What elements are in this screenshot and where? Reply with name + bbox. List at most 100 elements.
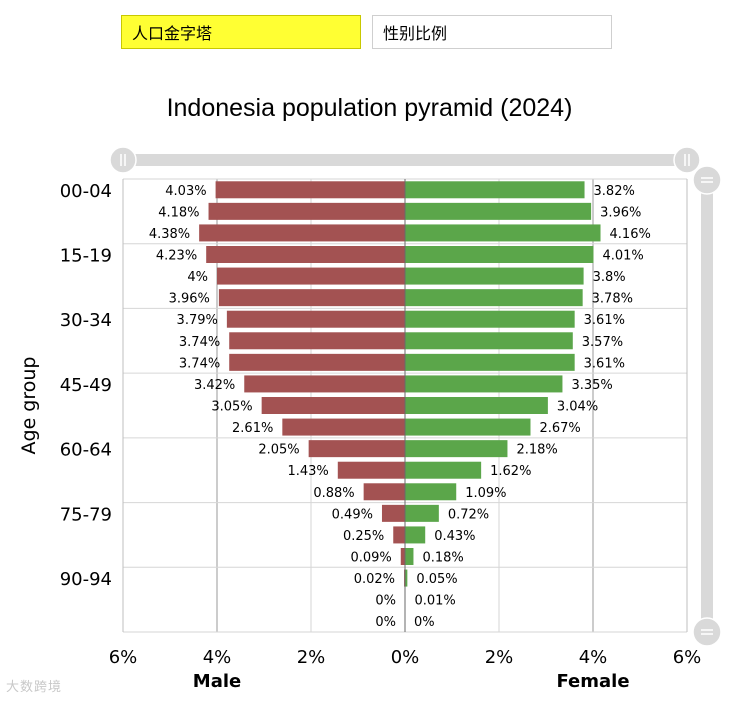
female-data-label: 0.05% <box>416 572 457 587</box>
female-bar <box>405 440 508 458</box>
x-tick-label: 4% <box>579 647 608 668</box>
female-data-label: 2.67% <box>539 421 580 436</box>
female-data-label: 1.62% <box>490 464 531 479</box>
male-bar <box>381 504 405 522</box>
male-data-label: 4.23% <box>156 249 197 264</box>
y-tick-label: 75-79 <box>60 504 112 525</box>
female-bar <box>405 375 563 393</box>
female-data-label: 4.16% <box>610 227 651 242</box>
tab-sex-ratio[interactable]: 性别比例 <box>372 15 612 49</box>
male-bar <box>261 397 405 414</box>
male-bar <box>337 461 405 479</box>
male-data-label: 2.05% <box>258 443 299 458</box>
female-bar <box>405 569 408 587</box>
y-axis-title: Age group <box>18 357 40 455</box>
chart-title: Indonesia population pyramid (2024) <box>166 94 573 122</box>
x-group-label-male: Male <box>193 671 241 692</box>
chart-bars <box>199 181 601 609</box>
tab-population-pyramid[interactable]: 人口金字塔 <box>121 15 361 49</box>
female-data-label: 4.01% <box>602 249 643 264</box>
female-data-label: 3.61% <box>584 313 625 328</box>
female-data-label: 3.57% <box>582 335 623 350</box>
female-data-label: 3.35% <box>571 378 612 393</box>
male-data-label: 3.05% <box>211 400 252 415</box>
male-data-label: 4.38% <box>149 227 190 242</box>
female-data-label: 3.04% <box>557 400 598 415</box>
female-bar <box>405 353 575 371</box>
male-bar <box>244 375 405 393</box>
female-bar <box>405 267 584 285</box>
female-bar <box>405 202 592 220</box>
male-data-label: 0.25% <box>343 529 384 544</box>
male-bar <box>282 418 405 436</box>
chart-data-labels: 4.03% 3.82% 4.18% 3.96% 4.38% 4.16% 4.23% 4.01%… <box>149 184 651 630</box>
female-bar <box>405 397 548 414</box>
male-data-label: 2.61% <box>232 421 273 436</box>
y-tick-label: 45-49 <box>60 375 112 396</box>
female-bar <box>405 310 575 328</box>
male-bar <box>363 483 405 501</box>
female-bar <box>405 181 585 199</box>
male-bar <box>393 526 405 544</box>
horizontal-slider-track <box>116 154 694 166</box>
x-group-label-female: Female <box>556 671 629 692</box>
y-tick-label: 15-19 <box>60 246 112 267</box>
female-bar <box>405 526 426 544</box>
female-data-label: 2.18% <box>516 443 557 458</box>
male-bar <box>208 202 405 220</box>
female-data-label: 3.78% <box>592 292 633 307</box>
male-bar <box>215 181 405 199</box>
horizontal-zoom-slider[interactable] <box>109 146 701 174</box>
male-bar <box>217 267 405 285</box>
female-data-label: 3.82% <box>594 184 635 199</box>
female-bar <box>405 224 601 242</box>
slider-left-handle <box>109 146 137 174</box>
female-data-label: 0% <box>414 615 435 630</box>
slider-right-handle <box>673 146 701 174</box>
male-data-label: 4% <box>187 270 208 285</box>
male-bar <box>199 224 405 242</box>
female-bar <box>405 332 573 350</box>
male-data-label: 0.88% <box>313 486 354 501</box>
male-data-label: 3.79% <box>177 313 218 328</box>
x-tick-label: 2% <box>485 647 514 668</box>
male-bar <box>400 548 405 565</box>
male-data-label: 3.74% <box>179 356 220 371</box>
slider-bottom-handle <box>692 617 722 647</box>
male-data-label: 0% <box>375 594 396 609</box>
slider-top-handle <box>692 165 722 195</box>
x-tick-label: 6% <box>109 647 138 668</box>
female-data-label: 0.43% <box>434 529 475 544</box>
female-data-label: 0.01% <box>414 594 455 609</box>
male-bar <box>229 332 405 350</box>
chart-axes: 00-04 15-19 30-34 45-49 60-64 75-79 90-94 Age g… <box>18 179 701 692</box>
female-bar <box>405 418 531 436</box>
male-bar <box>218 289 405 307</box>
y-tick-label: 00-04 <box>60 181 112 202</box>
female-bar <box>405 504 439 522</box>
y-tick-label: 90-94 <box>60 569 112 590</box>
male-data-label: 4.03% <box>165 184 206 199</box>
female-data-label: 0.72% <box>448 507 489 522</box>
y-tick-label: 30-34 <box>60 310 112 331</box>
male-data-label: 4.18% <box>158 205 199 220</box>
male-data-label: 3.96% <box>169 292 210 307</box>
x-tick-label: 6% <box>673 647 702 668</box>
male-data-label: 0% <box>375 615 396 630</box>
female-bar <box>405 246 594 263</box>
male-bar <box>226 310 405 328</box>
female-bar <box>405 289 583 307</box>
female-data-label: 3.61% <box>584 356 625 371</box>
male-bar <box>308 440 405 458</box>
vertical-slider-track <box>701 172 713 634</box>
male-bar <box>229 353 405 371</box>
female-data-label: 1.09% <box>465 486 506 501</box>
female-bar <box>405 483 457 501</box>
x-tick-label: 0% <box>391 647 420 668</box>
vertical-zoom-slider[interactable] <box>692 165 722 647</box>
female-data-label: 3.96% <box>600 205 641 220</box>
female-bar <box>405 461 482 479</box>
female-bar <box>405 548 414 565</box>
male-data-label: 3.42% <box>194 378 235 393</box>
